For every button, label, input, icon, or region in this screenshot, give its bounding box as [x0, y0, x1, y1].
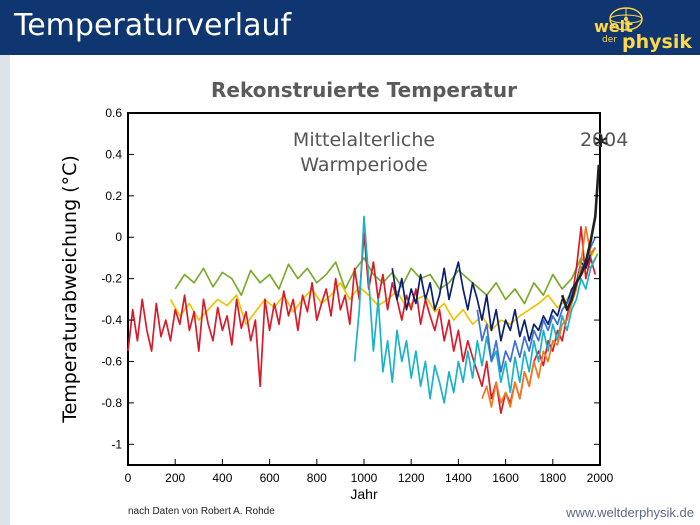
annotation-text-2: Warmperiode [300, 154, 427, 176]
y-tick-label: -0.8 [101, 396, 122, 410]
series-line-8 [560, 164, 601, 312]
x-tick-label: 0 [125, 471, 132, 485]
y-tick-label: 0 [115, 230, 122, 244]
series-layer [127, 164, 601, 415]
y-tick-label: -0.4 [101, 313, 122, 327]
y-axis: 0.6 0.4 0.2 0 -0.2 -0.4 -0.6 -0.8 -1 [101, 106, 600, 451]
logo-text-physik: physik [622, 31, 692, 53]
welt-der-physik-logo[interactable]: welt der physik [588, 2, 698, 54]
x-tick-label: 200 [165, 471, 185, 485]
page-title: Temperaturverlauf [14, 8, 292, 43]
x-axis-label: Jahr [350, 486, 378, 502]
year-2004-marker: * [594, 131, 608, 161]
logo-icon [609, 7, 643, 31]
x-tick-label: 1000 [351, 471, 378, 485]
x-tick-label: 1800 [539, 471, 566, 485]
y-tick-label: 0.4 [105, 147, 122, 161]
left-decorative-strip [0, 55, 10, 525]
y-tick-label: -0.2 [101, 272, 122, 286]
annotations: Mittelalterliche Warmperiode 2004* [293, 129, 628, 176]
series-line-7 [481, 226, 596, 408]
series-line-5 [391, 247, 596, 342]
chart-title: Rekonstruierte Temperatur [211, 78, 517, 102]
logo-text-der: der [602, 35, 617, 45]
y-tick-label: -1 [111, 437, 122, 451]
annotation-text-1: Mittelalterliche [293, 129, 435, 151]
logo-text-welt: welt [594, 17, 633, 36]
header-bar: Temperaturverlauf welt der physik [0, 0, 700, 55]
x-tick-label: 1200 [398, 471, 425, 485]
x-tick-label: 1600 [492, 471, 519, 485]
x-tick-label: 1400 [445, 471, 472, 485]
annotation-text-3: 2004 [580, 129, 628, 151]
y-tick-label: 0.6 [105, 106, 122, 120]
series-line-4 [353, 215, 597, 404]
y-tick-label: 0.2 [105, 189, 122, 203]
series-line-2 [169, 247, 597, 332]
y-tick-label: -0.6 [101, 354, 122, 368]
source-note: nach Daten von Robert A. Rohde [128, 506, 275, 517]
x-tick-label: 400 [212, 471, 232, 485]
x-tick-label: 600 [260, 471, 280, 485]
y-axis-label: Temperaturabweichung (°C) [59, 155, 81, 424]
series-line-1 [174, 253, 599, 305]
x-tick-label: 2000 [587, 471, 614, 485]
x-axis: 0 200 400 600 800 1000 1200 1400 1600 1800 2000 [125, 459, 614, 485]
website-link[interactable]: www.weltderphysik.de [566, 505, 694, 520]
x-tick-label: 800 [307, 471, 327, 485]
